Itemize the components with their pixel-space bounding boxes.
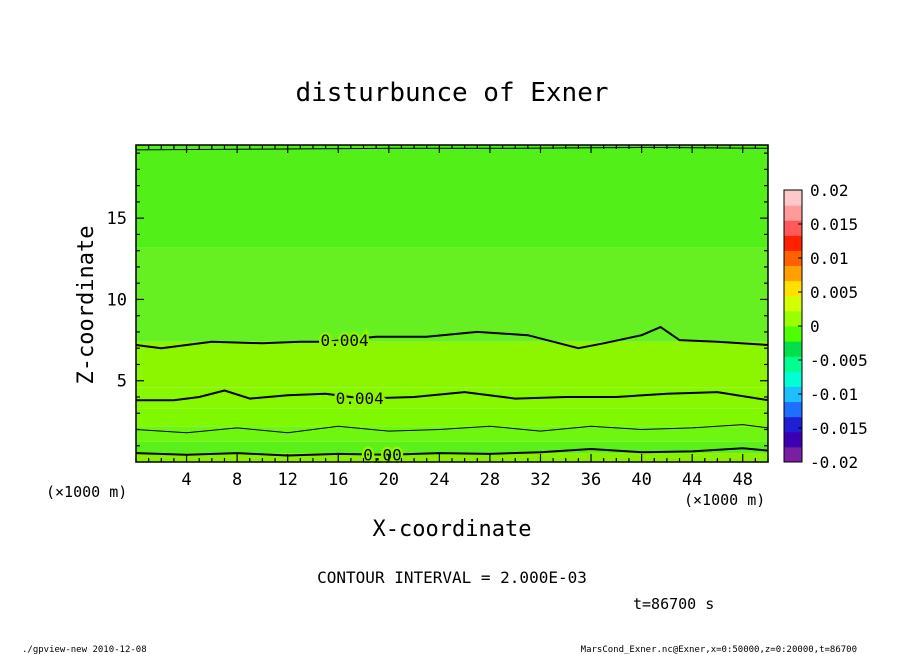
contour-label-2: 0.004 [336, 389, 384, 408]
x-axis-label: X-coordinate [373, 517, 532, 542]
contour-line-0 [136, 447, 768, 457]
contour-line-2 [136, 389, 768, 402]
y-tick-label: 15 [107, 209, 127, 229]
x-unit-label-right: (×1000 m) [684, 491, 765, 509]
axis-ticks [135, 145, 769, 462]
colorbar-tick-label: 0 [810, 317, 820, 336]
y-tick-label: 5 [117, 372, 127, 392]
colorbar-tick-label: -0.01 [810, 385, 858, 404]
colorbar-swatch-1 [784, 431, 802, 448]
y-tick-labels: 5 10 15 [107, 209, 127, 392]
colorbar-swatch-8 [784, 326, 802, 342]
band-7 [136, 145, 768, 248]
colorbar-swatch-14 [784, 235, 802, 251]
band-4 [136, 387, 768, 409]
colorbar-tick-label: 0.015 [810, 215, 858, 234]
colorbar-swatch-9 [784, 310, 802, 327]
colorbar-swatch-3 [784, 401, 802, 418]
band-5 [136, 341, 768, 388]
x-tick-label: 12 [277, 470, 297, 490]
x-tick-label: 20 [379, 470, 399, 490]
x-tick-label: 28 [480, 470, 500, 490]
colorbar-swatch-17 [784, 190, 802, 206]
x-tick-label: 44 [682, 470, 702, 490]
x-unit-label-left: (×1000 m) [46, 483, 127, 501]
x-tick-label: 4 [181, 470, 191, 490]
band-1 [136, 441, 768, 454]
colorbar-tick-label: 0.02 [810, 181, 849, 200]
x-tick-label: 40 [631, 470, 651, 490]
colorbar-swatch-0 [784, 446, 802, 463]
time-text: t=86700 s [633, 595, 714, 613]
band-2 [136, 426, 768, 442]
x-tick-label: 16 [328, 470, 348, 490]
colorbar-swatch-13 [784, 250, 802, 267]
footer-left: ./gpview-new 2010-12-08 [22, 645, 147, 654]
colorbar-swatch-11 [784, 280, 802, 297]
colorbar-swatch-6 [784, 356, 802, 372]
colorbar-tick-label: -0.015 [810, 419, 868, 438]
colorbar [783, 189, 803, 463]
colorbar-tick-label: 0.005 [810, 283, 858, 302]
x-tick-label: 36 [581, 470, 601, 490]
colorbar-tick-labels: 0.02 0.015 0.01 0.005 0 -0.005 -0.01 -0.015 -0.0… [810, 181, 868, 472]
colorbar-tick-label: 0.01 [810, 249, 849, 268]
contour-interval-text: CONTOUR INTERVAL = 2.000E-03 [317, 568, 587, 587]
colorbar-swatch-16 [784, 205, 802, 221]
x-tick-label: 24 [429, 470, 449, 490]
x-tick-label: 48 [732, 470, 752, 490]
contour-lines [136, 146, 768, 457]
contour-line-1 [136, 424, 768, 434]
colorbar-swatch-7 [784, 341, 802, 357]
x-tick-label: 8 [232, 470, 242, 490]
footer-right: MarsCond_Exner.nc@Exner,x=0:50000,z=0:20… [581, 645, 857, 654]
colorbar-swatch-4 [784, 386, 802, 403]
colorbar-swatch-5 [784, 371, 802, 387]
y-tick-label: 10 [107, 290, 127, 310]
x-tick-label: 32 [530, 470, 550, 490]
colorbar-swatch-15 [784, 220, 802, 236]
chart-title: disturbunce of Exner [295, 78, 608, 108]
contour-label-3: 0.004 [320, 331, 368, 350]
contour-labels: 0.00 0.004 0.004 [318, 328, 404, 467]
colorbar-tick-label: -0.02 [810, 453, 858, 472]
colorbar-tick-label: -0.005 [810, 351, 868, 370]
band-3 [136, 408, 768, 427]
contour-line-3 [136, 326, 768, 350]
band-6 [136, 247, 768, 342]
colorbar-swatch-2 [784, 416, 802, 433]
filled-bands [136, 145, 768, 462]
colorbar-swatch-12 [784, 265, 802, 282]
band-0 [136, 453, 768, 462]
plot-area [136, 145, 768, 462]
colorbar-swatch-10 [784, 295, 802, 312]
contour-label-0: 0.00 [363, 446, 402, 465]
x-tick-labels: 4 8 12 16 20 24 28 32 36 40 44 48 [181, 470, 753, 490]
y-axis-label: Z-coordinate [74, 226, 99, 385]
